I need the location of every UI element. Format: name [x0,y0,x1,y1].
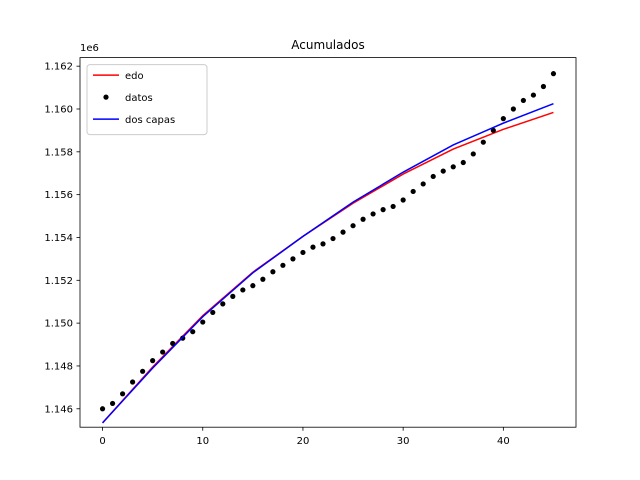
chart-title: Acumulados [291,38,364,52]
data-point [99,406,106,412]
data-point [410,188,416,195]
x-tick-label: 0 [99,436,105,447]
data-point [240,287,246,293]
data-point [230,293,236,299]
y-axis: 1.146 1.148 1.150 1.152 1.154 1.156 1.158 1.160… [44,62,80,415]
data-point [540,83,547,90]
series-layer [99,71,557,424]
data-point [210,309,216,316]
x-tick-label: 30 [397,436,410,447]
data-point [470,151,476,157]
axes-frame [79,57,577,428]
y-tick-label: 1.150 [44,319,73,330]
y-tick-label: 1.148 [44,361,73,372]
data-point [390,203,396,210]
y-tick-label: 1.160 [44,104,73,115]
data-point [500,116,506,122]
legend-swatch [103,94,109,100]
series-dos-capas-line [101,102,554,424]
data-point [160,349,166,355]
y-offset-label: 1e6 [80,43,99,54]
data-point [280,262,286,268]
legend-box [86,64,208,136]
y-tick-label: 1.158 [44,147,73,158]
data-point [430,173,436,180]
data-point [400,197,406,203]
data-point [170,340,176,347]
data-point [150,358,156,364]
data-point [270,269,276,275]
data-point [119,391,126,397]
x-axis: 0 10 20 30 40 [99,427,510,447]
data-point [190,329,196,335]
data-point [250,283,256,289]
data-point [340,229,346,235]
x-tick-label: 10 [196,436,209,447]
data-point [260,276,266,282]
legend-label: edo [125,71,144,82]
data-point [440,168,446,174]
x-tick-label: 20 [297,436,310,447]
data-point [320,241,326,247]
data-point [130,379,136,385]
x-tick-label: 40 [497,436,510,447]
data-point [510,106,516,112]
data-point [420,181,426,187]
y-tick-label: 1.162 [44,62,73,73]
legend: edo datos dos capas [86,64,208,136]
data-point [520,97,526,104]
data-point [200,319,206,325]
data-point [330,235,336,242]
data-point [550,71,557,77]
y-tick-label: 1.154 [44,233,73,244]
data-point [490,127,496,134]
data-point [310,244,316,250]
data-point [360,216,366,222]
y-tick-label: 1.146 [44,404,73,415]
legend-label: dos capas [125,115,175,126]
data-point [530,92,537,98]
data-point [460,159,466,166]
data-point [220,301,226,307]
data-point [290,256,296,262]
data-point [370,211,376,217]
data-point [140,368,146,374]
data-point [450,164,456,170]
y-tick-label: 1.156 [44,190,73,201]
data-point [300,249,306,256]
data-point [109,400,116,407]
legend-label: datos [125,93,153,104]
y-tick-label: 1.152 [44,276,73,287]
data-point [480,139,486,145]
data-point [380,207,386,213]
data-point [350,223,356,229]
